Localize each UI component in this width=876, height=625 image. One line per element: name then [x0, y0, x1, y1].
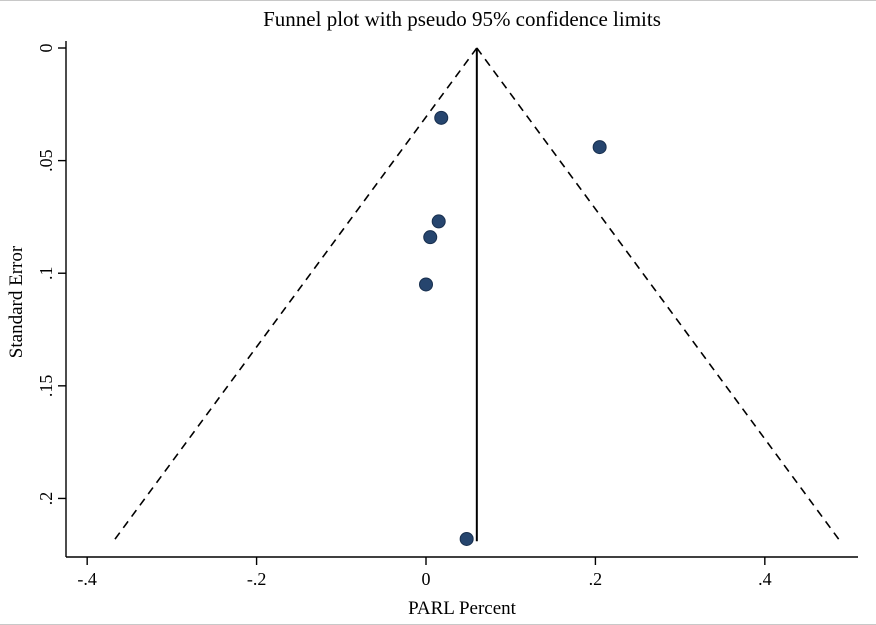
y-tick-label: .2	[36, 492, 56, 506]
x-tick-label: 0	[422, 569, 431, 589]
data-point	[434, 110, 449, 125]
data-point	[423, 230, 438, 245]
x-tick-label: .4	[758, 569, 772, 589]
data-point	[431, 214, 446, 229]
x-tick-label: -.4	[77, 569, 97, 589]
funnel-right-confidence-limit	[476, 47, 841, 542]
data-point	[419, 277, 433, 292]
plot-area: 0 .05 .1 .15 .2 -.4 -.2 0 .2 .4	[36, 41, 858, 589]
funnel-left-confidence-limit	[112, 47, 478, 542]
y-axis-label: Standard Error	[6, 245, 27, 358]
y-tick-label: .15	[36, 375, 56, 398]
x-tick-label: -.2	[247, 569, 267, 589]
x-axis-label: PARL Percent	[408, 598, 517, 619]
data-point	[459, 531, 474, 546]
y-tick-label: 0	[36, 44, 56, 53]
x-tick-label: .2	[589, 569, 603, 589]
chart-title: Funnel plot with pseudo 95% confidence l…	[263, 7, 661, 31]
y-tick-label: .1	[36, 266, 56, 280]
y-tick-label: .05	[36, 149, 56, 172]
data-point	[592, 140, 607, 155]
